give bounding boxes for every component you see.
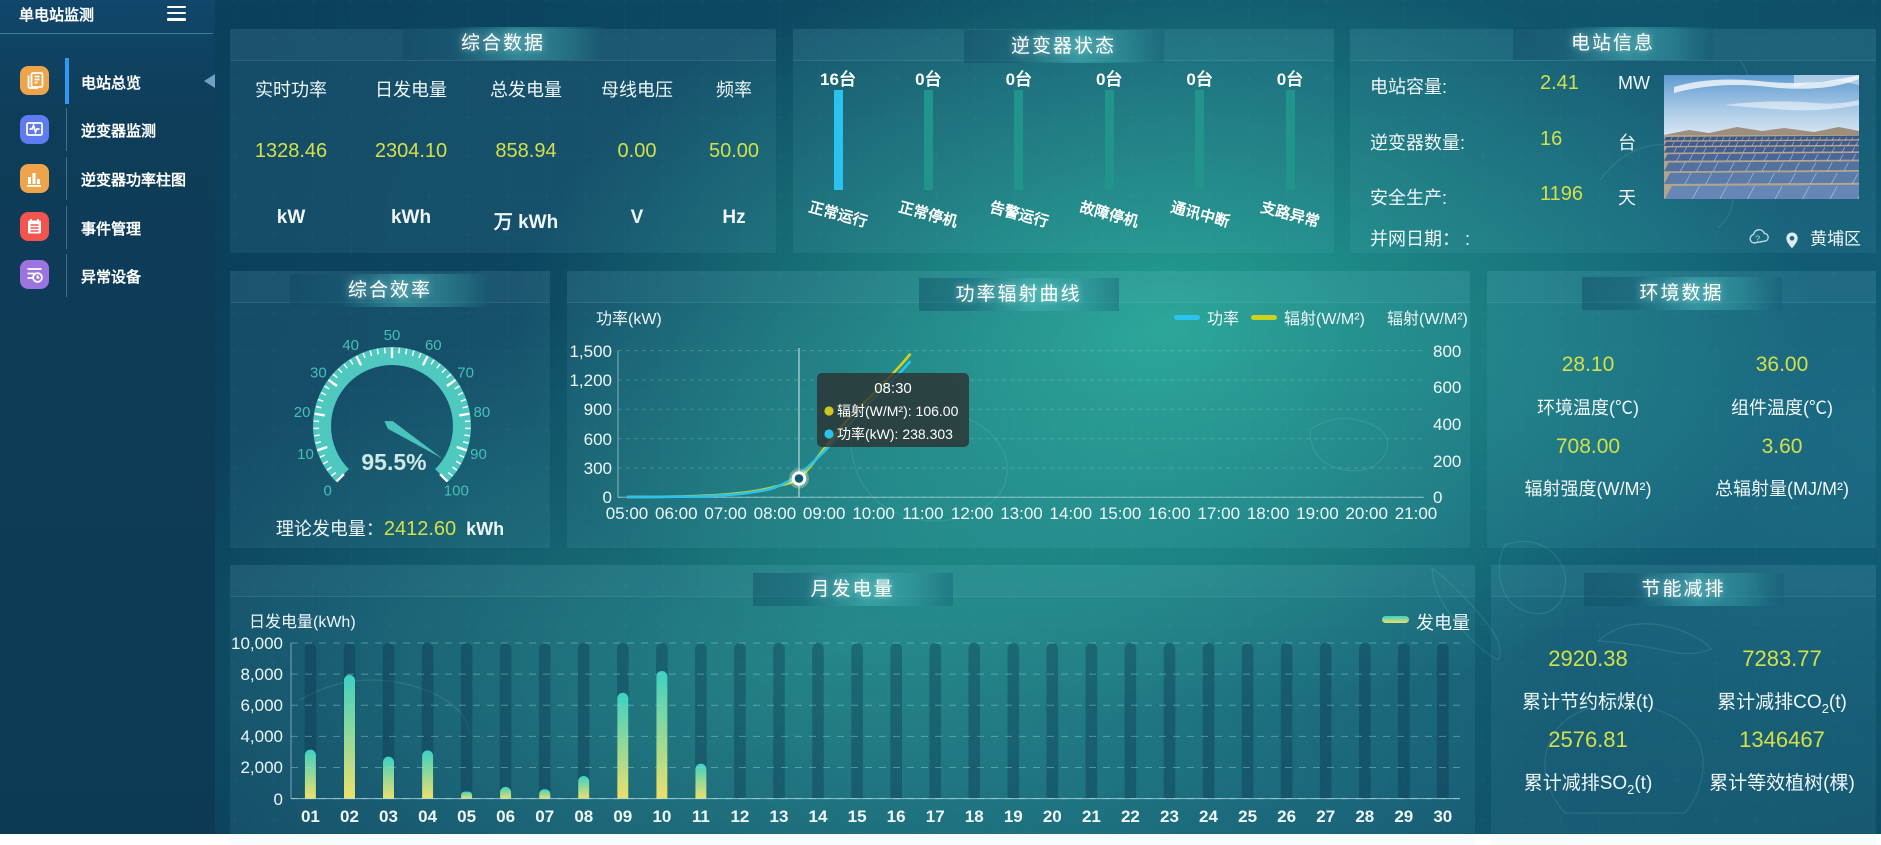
svg-text:6,000: 6,000 [240,696,283,715]
svg-text:11:00: 11:00 [902,504,943,523]
svg-text:1,200: 1,200 [569,371,612,390]
svg-text:16: 16 [887,807,906,826]
svg-text:19: 19 [1004,807,1023,826]
svg-text:29: 29 [1394,807,1413,826]
svg-text:日发电量(kWh): 日发电量(kWh) [249,613,356,631]
svg-text:?: ? [1755,234,1760,244]
svg-text:03: 03 [379,807,398,826]
svg-text:28: 28 [1355,807,1374,826]
svg-text:0: 0 [324,482,332,499]
svg-text:08:30: 08:30 [874,380,912,397]
svg-text:18:00: 18:00 [1247,504,1290,523]
svg-text:发电量: 发电量 [1416,613,1470,633]
svg-text:21:00: 21:00 [1395,504,1438,523]
svg-text:15:00: 15:00 [1099,504,1142,523]
svg-text:50: 50 [384,327,401,344]
svg-text:14:00: 14:00 [1050,504,1093,523]
svg-text:01: 01 [301,807,320,826]
svg-text:10,000: 10,000 [231,634,283,653]
svg-text:95.5%: 95.5% [361,449,426,475]
svg-text:30: 30 [310,365,327,382]
svg-text:600: 600 [1433,378,1461,397]
svg-text:17:00: 17:00 [1198,504,1241,523]
svg-text:13: 13 [770,807,789,826]
svg-text:0: 0 [274,790,283,809]
svg-text:14: 14 [809,807,828,826]
svg-text:06: 06 [496,807,515,826]
svg-text:功率: 功率 [1207,310,1239,328]
svg-text:40: 40 [342,337,359,354]
svg-text:8,000: 8,000 [240,665,283,684]
svg-text:辐射(W/M²): 106.00: 辐射(W/M²): 106.00 [837,403,959,419]
svg-text:24: 24 [1199,807,1218,826]
svg-text:1,500: 1,500 [569,342,612,361]
svg-text:功率(kW): 功率(kW) [596,310,662,328]
svg-text:13:00: 13:00 [1000,504,1043,523]
svg-text:300: 300 [584,459,612,478]
svg-text:2,000: 2,000 [240,758,283,777]
svg-text:09:00: 09:00 [803,504,846,523]
svg-text:10: 10 [652,807,671,826]
svg-text:20: 20 [1043,807,1062,826]
svg-text:辐射(W/M²): 辐射(W/M²) [1284,310,1365,328]
svg-text:06:00: 06:00 [655,504,698,523]
svg-text:12:00: 12:00 [951,504,994,523]
svg-text:11: 11 [692,807,710,826]
svg-text:30: 30 [1433,807,1452,826]
svg-text:17: 17 [926,807,945,826]
svg-text:08:00: 08:00 [754,504,797,523]
svg-text:09: 09 [613,807,632,826]
svg-text:05:00: 05:00 [606,504,649,523]
svg-text:12: 12 [730,807,749,826]
svg-text:80: 80 [474,404,491,421]
svg-text:20:00: 20:00 [1345,504,1388,523]
svg-text:27: 27 [1316,807,1335,826]
svg-text:16:00: 16:00 [1148,504,1191,523]
svg-text:21: 21 [1082,807,1101,826]
svg-text:400: 400 [1433,415,1461,434]
svg-text:02: 02 [340,807,359,826]
svg-text:黄埔区: 黄埔区 [1810,230,1861,249]
svg-text:22: 22 [1121,807,1140,826]
svg-text:07: 07 [535,807,554,826]
svg-text:05: 05 [457,807,476,826]
svg-text:25: 25 [1238,807,1257,826]
svg-text:200: 200 [1433,452,1461,471]
svg-text:60: 60 [425,337,442,354]
svg-text:10:00: 10:00 [852,504,895,523]
svg-text:90: 90 [470,446,487,463]
svg-text:26: 26 [1277,807,1296,826]
svg-text:70: 70 [457,365,474,382]
svg-text:19:00: 19:00 [1296,504,1339,523]
svg-text:10: 10 [297,446,314,463]
svg-text:600: 600 [584,430,612,449]
svg-text:18: 18 [965,807,984,826]
svg-text:功率(kW): 238.303: 功率(kW): 238.303 [837,426,953,442]
svg-text:20: 20 [294,404,311,421]
svg-text:07:00: 07:00 [704,504,747,523]
svg-text:900: 900 [584,400,612,419]
svg-text:15: 15 [848,807,867,826]
svg-text:辐射(W/M²): 辐射(W/M²) [1387,310,1468,328]
svg-text:23: 23 [1160,807,1179,826]
svg-text:100: 100 [444,482,469,499]
svg-text:08: 08 [574,807,593,826]
svg-text:800: 800 [1433,342,1461,361]
svg-text:04: 04 [418,807,437,826]
svg-text:4,000: 4,000 [240,727,283,746]
